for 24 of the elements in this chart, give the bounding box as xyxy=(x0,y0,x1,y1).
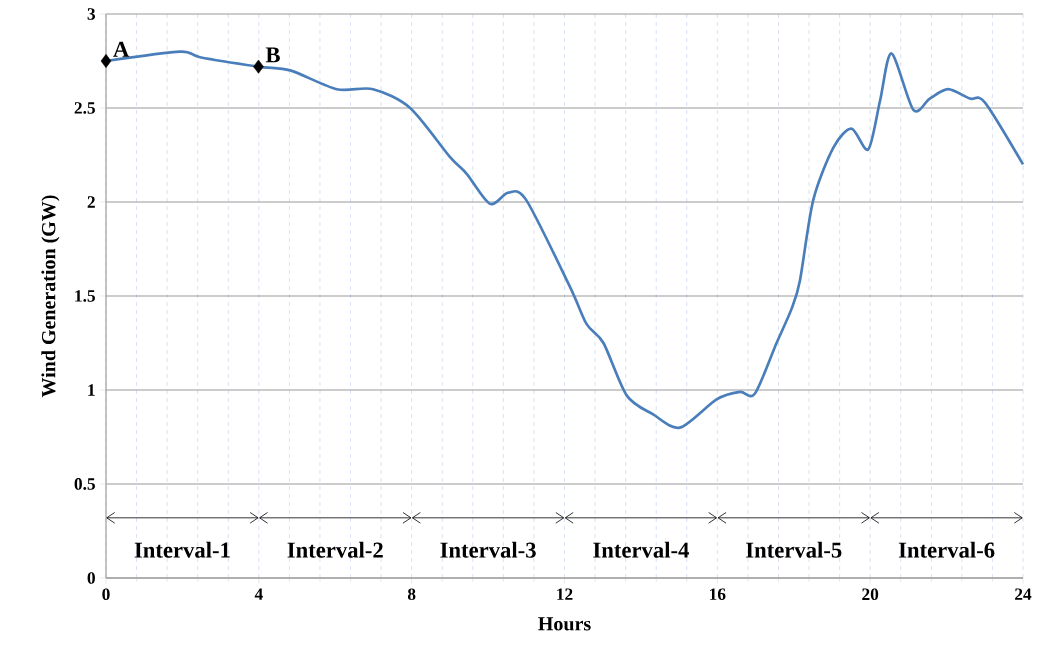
y-tick-label: 2.5 xyxy=(74,102,95,114)
annotation: Interval-6 xyxy=(898,541,995,558)
y-tick-label: 0.5 xyxy=(74,478,95,490)
x-tick-label: 20 xyxy=(862,588,879,601)
annotation: Interval-2 xyxy=(287,541,383,558)
annotation: B xyxy=(265,47,280,63)
x-tick-label: 4 xyxy=(254,588,263,600)
y-tick-label: 1.5 xyxy=(75,290,95,302)
x-tick-label: 12 xyxy=(557,588,573,600)
y-tick-label: 1 xyxy=(88,384,95,396)
annotation: Interval-3 xyxy=(440,541,536,558)
annotation: A xyxy=(113,41,130,57)
y-tick-label: 3 xyxy=(87,8,96,20)
x-axis-title: Hours xyxy=(538,617,591,631)
x-tick-label: 8 xyxy=(407,588,416,601)
y-tick-label: 2 xyxy=(87,196,95,208)
annotation: Interval-1 xyxy=(134,541,230,558)
annotation: Interval-4 xyxy=(593,541,689,558)
x-tick-label: 16 xyxy=(710,588,726,601)
annotation: Interval-5 xyxy=(746,541,842,558)
x-tick-label: 0 xyxy=(102,588,110,601)
y-axis-title: Wind Generation (GW) xyxy=(41,195,60,398)
x-tick-label: 24 xyxy=(1015,588,1032,600)
y-tick-label: 0 xyxy=(87,572,95,584)
